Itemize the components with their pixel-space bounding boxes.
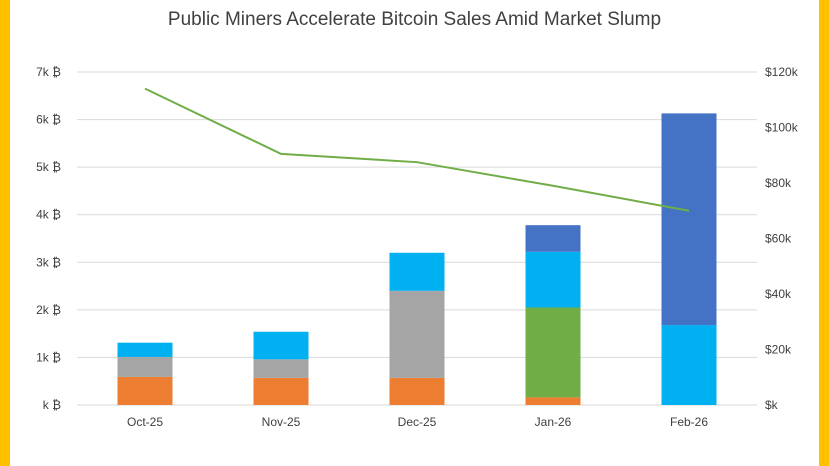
bar-segment [389,290,445,378]
bar-segment [389,252,445,291]
bar-segment [117,342,173,357]
bar-segment [253,331,309,360]
bar-segment [525,307,581,398]
y-left-tick-label: 1k ₿ [36,350,61,364]
bar-segment [253,359,309,378]
bar-segment [661,113,717,326]
bar-segment [117,356,173,377]
y-left-tick-label: 5k ₿ [36,160,61,174]
y-left-tick-label: 4k ₿ [36,208,61,222]
y-left-tick-label: 6k ₿ [36,113,61,127]
chart-plot: k ₿ 1k ₿ 2k ₿ 3k ₿ 4k ₿ 5k ₿ 6k ₿ 7k ₿ $k $20k $40… [36,65,799,429]
bar-segment [661,325,717,405]
bar-segment [525,225,581,252]
y-left-tick-label: 3k ₿ [36,255,61,269]
y-right-tick-label: $100k [765,121,799,135]
bar-segment [117,376,173,405]
y-left-tick-label: 7k ₿ [36,65,61,79]
x-category-label: Jan-26 [535,415,572,429]
y-right-tick-label: $60k [765,232,792,246]
chart-title: Public Miners Accelerate Bitcoin Sales A… [167,9,662,30]
y-right-tick-label: $k [765,398,779,412]
bar-segment [525,251,581,308]
y-right-tick-label: $40k [765,287,792,301]
y-left-tick-label: 2k ₿ [36,303,61,317]
bar-segment [253,377,309,405]
x-category-label: Feb-26 [670,415,708,429]
y-right-tick-label: $80k [765,176,792,190]
x-category-label: Oct-25 [127,415,163,429]
y-right-tick-label: $20k [765,343,792,357]
x-category-label: Dec-25 [398,415,437,429]
bar-segment [389,377,445,405]
y-right-tick-label: $120k [765,65,799,79]
y-left-tick-label: k ₿ [43,398,61,412]
x-category-label: Nov-25 [262,415,301,429]
bar-segment [525,397,581,405]
price-line [144,87,690,212]
